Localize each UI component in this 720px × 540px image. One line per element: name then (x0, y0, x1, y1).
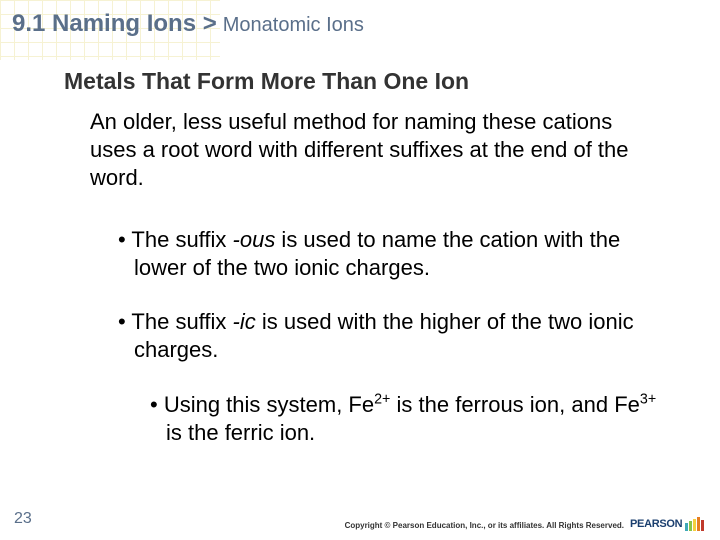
bullet-text: • The suffix (118, 309, 233, 334)
bullet-ic: • The suffix -ic is used with the higher… (118, 308, 660, 364)
superscript-charge: 3+ (640, 391, 656, 407)
logo-bars-icon (684, 517, 704, 531)
suffix-ic: -ic (233, 309, 256, 334)
bullet-list: • The suffix -ous is used to name the ca… (118, 226, 660, 447)
bullet-text: • The suffix (118, 227, 233, 252)
slide-header: 9.1 Naming Ions > Monatomic Ions (12, 10, 708, 50)
bullet-ous: • The suffix -ous is used to name the ca… (118, 226, 660, 282)
section-number: 9.1 Naming Ions > (12, 10, 217, 38)
superscript-charge: 2+ (374, 391, 390, 407)
suffix-ous: -ous (233, 227, 276, 252)
slide-number: 23 (14, 510, 32, 528)
bullet-text: is the ferrous ion, and Fe (390, 392, 639, 417)
copyright-text: Copyright © Pearson Education, Inc., or … (345, 521, 624, 530)
sub-bullet-example: • Using this system, Fe2+ is the ferrous… (150, 391, 660, 447)
section-topic: Monatomic Ions (223, 14, 364, 37)
bullet-text: is the ferric ion. (166, 420, 315, 445)
slide: 9.1 Naming Ions > Monatomic Ions Metals … (0, 0, 720, 540)
subheading: Metals That Form More Than One Ion (64, 68, 469, 95)
pearson-logo: PEARSON (630, 514, 710, 534)
logo-text: PEARSON (630, 518, 682, 530)
intro-paragraph: An older, less useful method for naming … (90, 108, 650, 192)
bullet-text: • Using this system, Fe (150, 392, 374, 417)
